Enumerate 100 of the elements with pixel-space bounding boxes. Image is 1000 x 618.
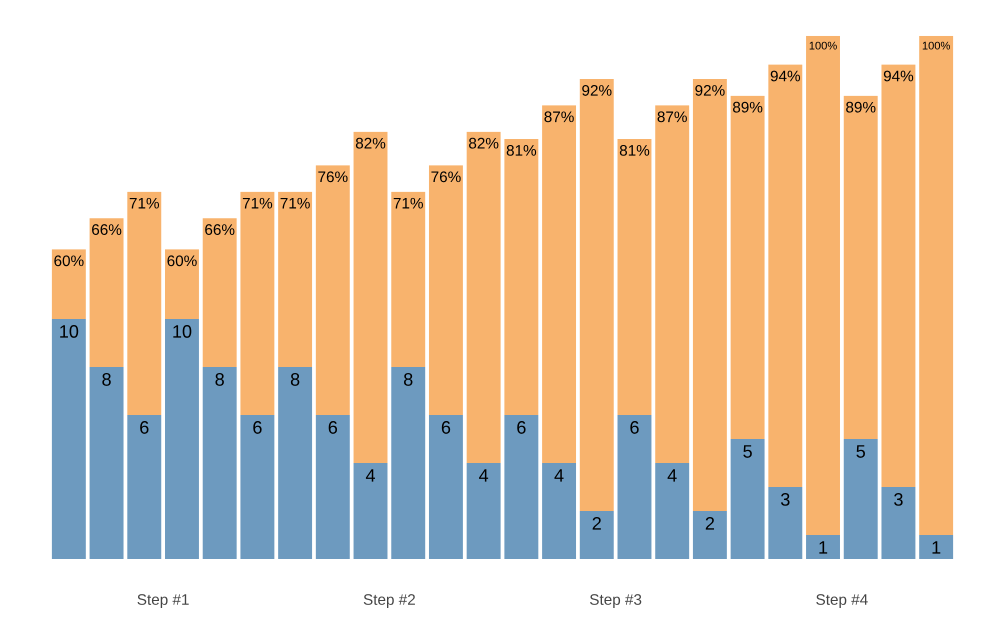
bar bbox=[768, 64, 802, 487]
annotation: 60% bbox=[54, 255, 84, 266]
data-label: 8 bbox=[404, 373, 412, 386]
bar bbox=[240, 415, 274, 559]
text: Step #2 bbox=[364, 594, 415, 608]
bar bbox=[919, 36, 954, 535]
bar bbox=[618, 139, 652, 415]
annotation: 71% bbox=[130, 198, 160, 209]
data-label: 6 bbox=[253, 421, 262, 434]
data-label: 4 bbox=[554, 469, 564, 482]
data-label: 2 bbox=[592, 517, 601, 530]
annotation: 76% bbox=[431, 171, 461, 182]
annotation: 71% bbox=[242, 198, 272, 209]
text: Step #1 bbox=[137, 594, 189, 608]
bar bbox=[316, 415, 350, 559]
data-label: 4 bbox=[366, 469, 376, 482]
bar bbox=[90, 218, 124, 368]
bar bbox=[202, 367, 237, 559]
bar bbox=[655, 105, 690, 463]
data-label: 5 bbox=[856, 445, 865, 458]
annotation: 71% bbox=[280, 198, 310, 209]
annotation: 89% bbox=[732, 102, 762, 113]
annotation: 66% bbox=[92, 224, 122, 235]
annotation: 92% bbox=[582, 85, 612, 96]
bar bbox=[542, 462, 576, 559]
bar bbox=[165, 319, 199, 559]
bar bbox=[52, 319, 86, 559]
data-label: 5 bbox=[743, 445, 752, 458]
annotation: 94% bbox=[770, 70, 800, 82]
text: Step #3 bbox=[590, 594, 642, 608]
bar bbox=[844, 96, 878, 439]
annotation: 82% bbox=[356, 138, 386, 149]
bar bbox=[692, 510, 727, 559]
annotation: 87% bbox=[658, 111, 687, 122]
data-label: 1 bbox=[932, 541, 940, 554]
annotation: 100% bbox=[810, 42, 837, 50]
data-label: 6 bbox=[517, 421, 526, 434]
data-label: 8 bbox=[290, 373, 300, 386]
bar bbox=[919, 534, 954, 559]
data-label: 1 bbox=[819, 541, 828, 554]
bar bbox=[127, 192, 162, 415]
annotation: 89% bbox=[846, 102, 876, 113]
bar bbox=[504, 415, 538, 559]
bar bbox=[354, 462, 388, 559]
bar bbox=[768, 486, 802, 559]
bar bbox=[580, 79, 614, 511]
data-label: 6 bbox=[630, 421, 639, 434]
annotation: 76% bbox=[318, 171, 348, 182]
bar bbox=[90, 367, 124, 559]
bar bbox=[466, 462, 501, 559]
annotation: 81% bbox=[506, 144, 536, 156]
annotation: 94% bbox=[884, 70, 914, 82]
bar bbox=[240, 192, 274, 415]
bar bbox=[692, 79, 727, 511]
data-label: 6 bbox=[140, 421, 148, 434]
bar bbox=[202, 218, 237, 368]
data-label: 6 bbox=[328, 421, 338, 434]
data-label: 3 bbox=[894, 493, 903, 506]
bar bbox=[806, 534, 840, 559]
annotation: 87% bbox=[544, 111, 574, 122]
bar bbox=[316, 165, 350, 415]
bar bbox=[165, 249, 199, 320]
bar bbox=[730, 96, 765, 439]
data-label: 4 bbox=[668, 469, 677, 482]
bar bbox=[844, 438, 878, 559]
bar bbox=[655, 462, 690, 559]
bar bbox=[504, 139, 538, 415]
annotation: 71% bbox=[394, 198, 423, 209]
annotation: 66% bbox=[205, 224, 234, 235]
bar bbox=[391, 192, 426, 368]
bar bbox=[730, 438, 765, 559]
annotation: 60% bbox=[167, 255, 197, 266]
bar bbox=[542, 105, 576, 463]
data-label: 6 bbox=[442, 421, 450, 434]
bar bbox=[278, 367, 312, 559]
bar bbox=[278, 192, 312, 368]
data-label: 3 bbox=[780, 493, 790, 506]
data-label: 2 bbox=[706, 517, 714, 530]
annotation: 81% bbox=[620, 144, 650, 156]
bar bbox=[806, 36, 840, 535]
data-label: 4 bbox=[479, 469, 488, 482]
data-label: 8 bbox=[102, 373, 111, 386]
bar bbox=[618, 415, 652, 559]
annotation: 82% bbox=[469, 138, 498, 149]
bar bbox=[52, 249, 86, 320]
bar bbox=[881, 486, 916, 559]
bar bbox=[127, 415, 162, 559]
data-label: 8 bbox=[215, 373, 224, 386]
bar bbox=[466, 132, 501, 463]
bar bbox=[428, 165, 463, 415]
bar bbox=[391, 367, 426, 559]
bar bbox=[354, 132, 388, 463]
data-label: 10 bbox=[60, 325, 78, 338]
bar bbox=[580, 510, 614, 559]
bar bbox=[881, 64, 916, 487]
bar bbox=[428, 415, 463, 559]
annotation: 92% bbox=[695, 85, 725, 96]
text: Step #4 bbox=[816, 594, 868, 608]
data-label: 10 bbox=[173, 325, 192, 338]
annotation: 100% bbox=[922, 42, 950, 50]
